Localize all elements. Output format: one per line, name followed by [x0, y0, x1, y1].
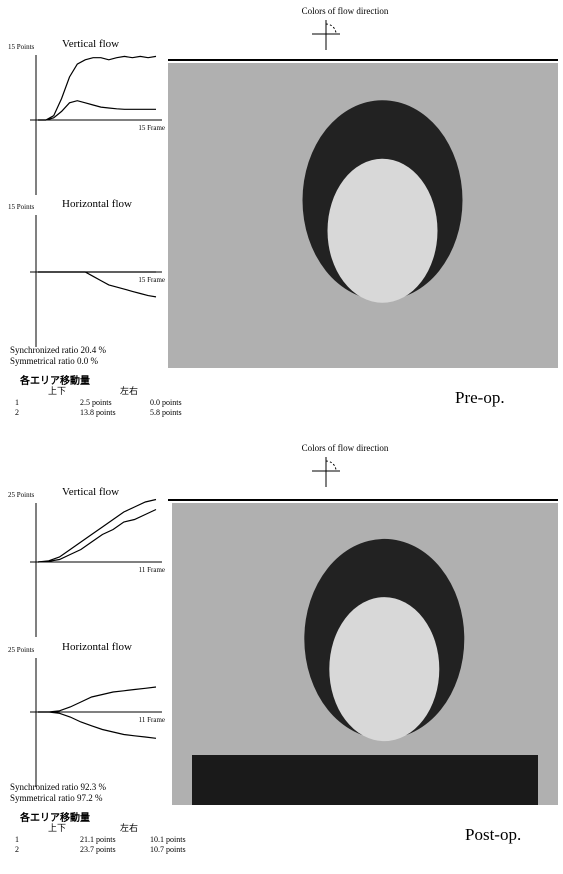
symmetrical-ratio: Symmetrical ratio 0.0 % [10, 356, 98, 366]
synchronized-ratio: Synchronized ratio 92.3 % [10, 782, 106, 792]
table-cell: 21.1 points [80, 835, 116, 844]
table-cell: 23.7 points [80, 845, 116, 854]
graph-title: Vertical flow [62, 486, 119, 498]
flow-curve [38, 500, 156, 563]
flow-colors-title: Colors of flow direction [302, 6, 389, 16]
caption: Post-op. [465, 825, 521, 844]
frame-label: 15 Frame [138, 276, 165, 284]
table-cell: 2.5 points [80, 398, 112, 407]
flow-colors-title: Colors of flow direction [302, 443, 389, 453]
scale-label: 15 Points [8, 43, 35, 51]
compass-arc [326, 461, 336, 471]
table-cell: 10.7 points [150, 845, 186, 854]
figure: Colors of flow direction 15 Points Vertica… [0, 0, 563, 869]
frame-label: 11 Frame [139, 566, 165, 574]
flow-curve [38, 687, 156, 712]
column-header: 上下 [48, 386, 66, 396]
table-cell: 10.1 points [150, 835, 186, 844]
table-cell: 13.8 points [80, 408, 116, 417]
column-header: 左右 [120, 822, 138, 833]
graph-title: Horizontal flow [62, 641, 132, 653]
frame-label: 15 Frame [138, 124, 165, 132]
caption: Pre-op. [455, 388, 505, 407]
scale-label: 15 Points [8, 203, 35, 211]
compass-arc [326, 24, 336, 34]
column-header: 上下 [48, 823, 66, 833]
synchronized-ratio: Synchronized ratio 20.4 % [10, 345, 106, 355]
scale-label: 25 Points [8, 646, 35, 654]
face [329, 597, 439, 741]
column-header: 左右 [120, 385, 138, 396]
frame-label: 11 Frame [139, 716, 165, 724]
face [328, 159, 438, 303]
table-cell: 5.8 points [150, 408, 182, 417]
flow-curve [38, 56, 156, 120]
table-cell: 2 [15, 845, 19, 854]
graph-title: Vertical flow [62, 38, 119, 50]
table-cell: 1 [15, 398, 19, 407]
scale-label: 25 Points [8, 491, 35, 499]
table-cell: 0.0 points [150, 398, 182, 407]
symmetrical-ratio: Symmetrical ratio 97.2 % [10, 793, 103, 803]
table-cell: 1 [15, 835, 19, 844]
table-cell: 2 [15, 408, 19, 417]
shoulders [192, 755, 538, 805]
graph-title: Horizontal flow [62, 198, 132, 210]
flow-curve [38, 510, 156, 563]
